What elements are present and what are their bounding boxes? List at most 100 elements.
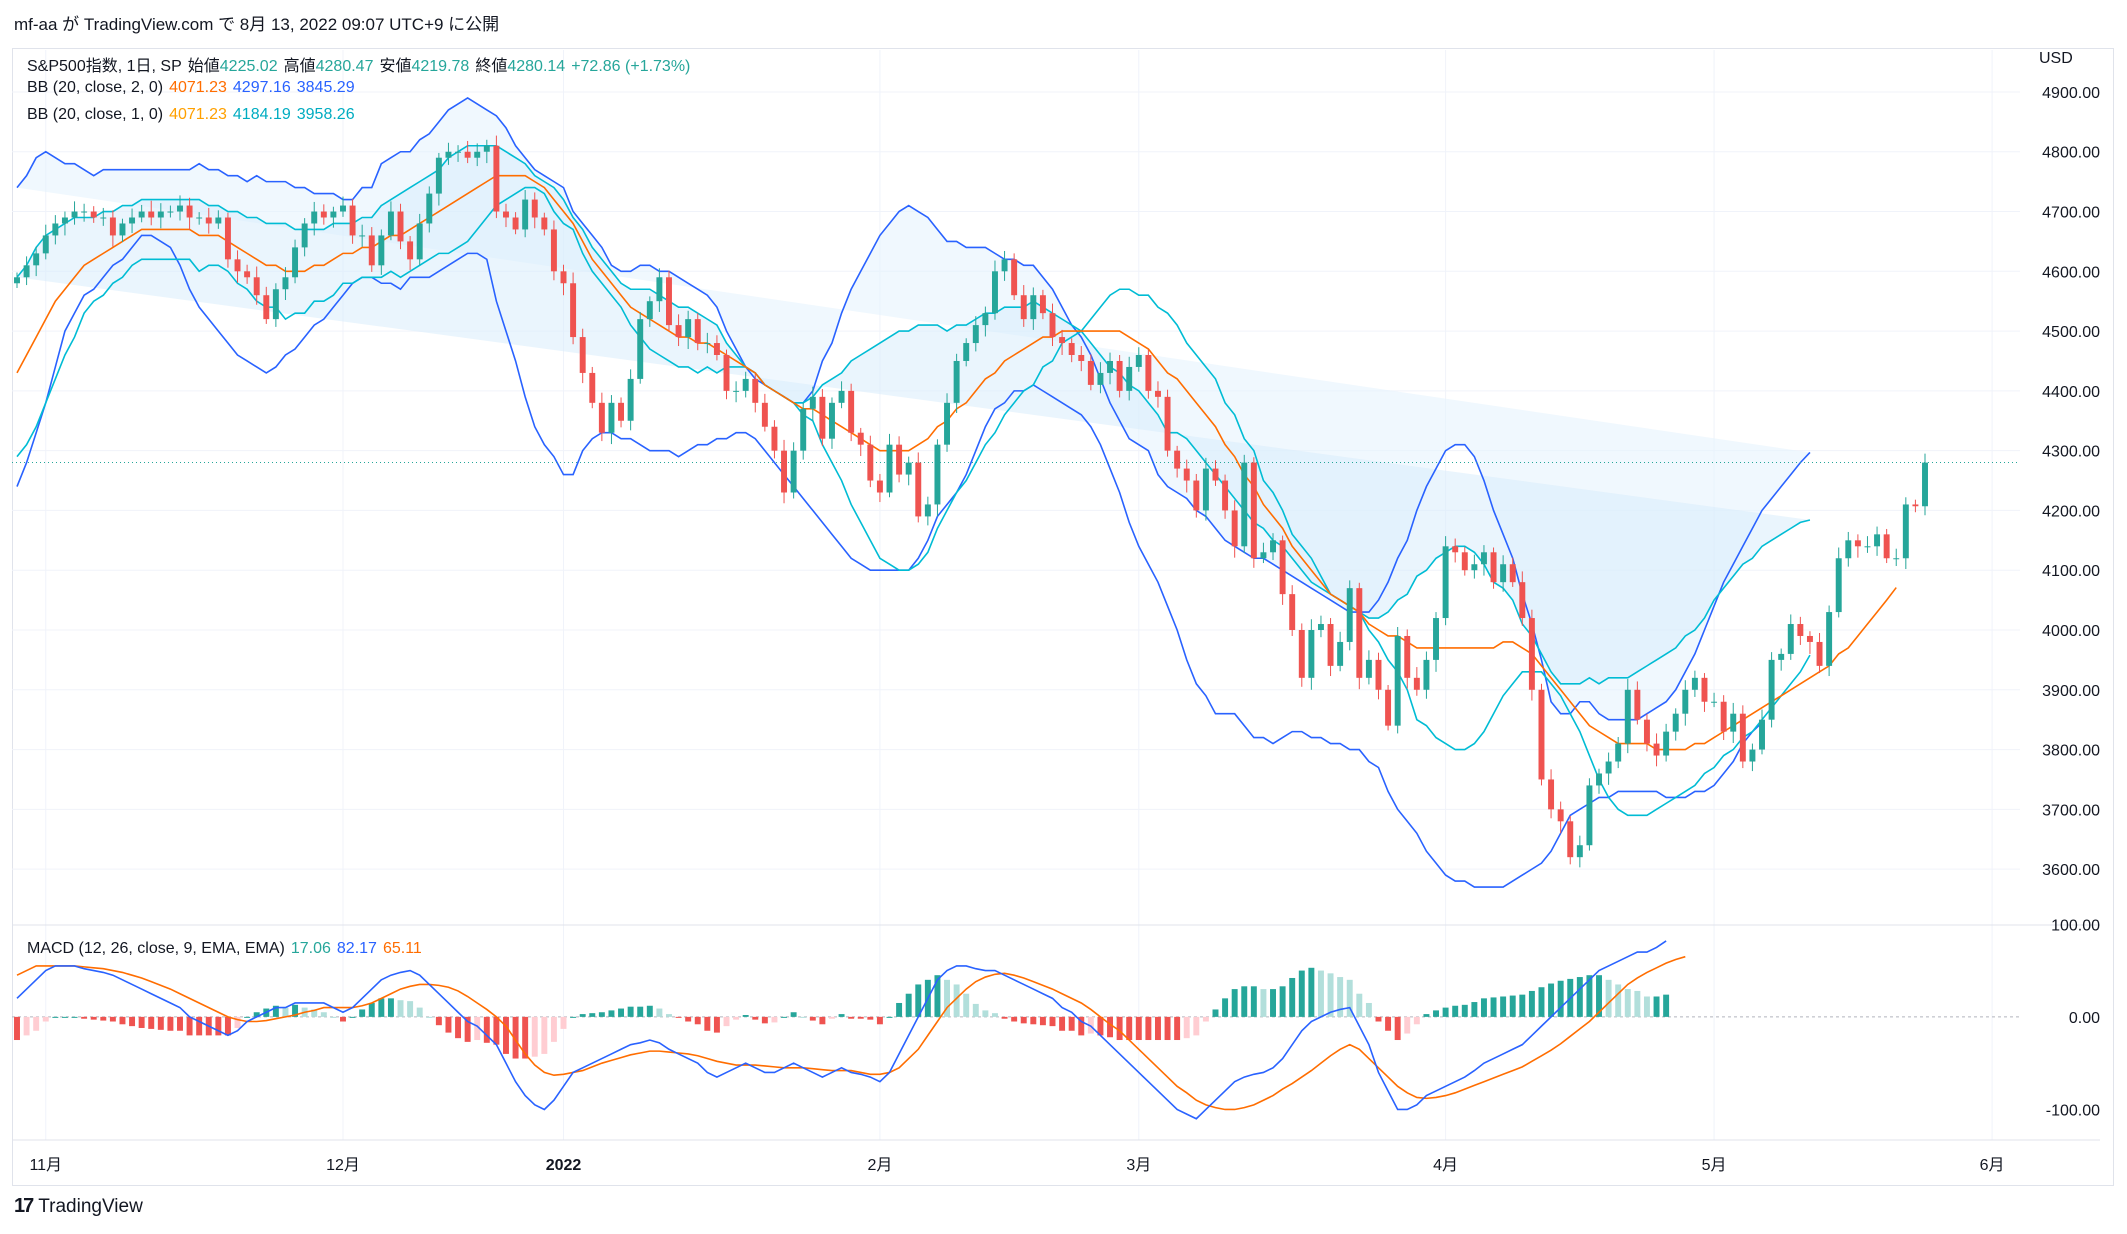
macd-histogram-bar	[848, 1016, 855, 1019]
candle-body	[157, 211, 164, 218]
candle-body	[761, 402, 768, 427]
candle	[224, 212, 231, 268]
macd-histogram-bar	[857, 1016, 864, 1019]
time-tick-label: 5月	[1702, 1157, 1727, 1174]
candle-body	[560, 271, 567, 284]
candle-body	[1759, 719, 1765, 750]
candle	[752, 374, 759, 413]
candle-body	[71, 211, 78, 218]
macd-histogram-bar	[800, 1016, 807, 1018]
candle	[1854, 534, 1861, 558]
candle	[857, 427, 864, 457]
candle-body	[1480, 552, 1487, 565]
bb2-basis-value: 4071.23	[169, 79, 227, 96]
candle-body	[387, 211, 394, 236]
currency-label: USD	[2039, 50, 2073, 67]
macd-histogram-bar	[1327, 973, 1334, 1017]
bb2-legend[interactable]: BB (20, close, 2, 0) 4071.23 4297.16 3845.2…	[27, 79, 361, 97]
candle	[819, 389, 826, 446]
candle	[426, 186, 433, 233]
macd-histogram-bar	[359, 1009, 366, 1017]
macd-histogram-bar	[666, 1014, 672, 1017]
candle	[186, 197, 193, 230]
time-tick-label: 11月	[29, 1157, 62, 1174]
candle	[1423, 651, 1430, 699]
macd-legend[interactable]: MACD (12, 26, close, 9, EMA, EMA) 17.06 82…	[27, 940, 428, 958]
candle-body	[61, 217, 68, 224]
candle	[1711, 692, 1718, 708]
macd-histogram-bar	[1423, 1014, 1430, 1017]
macd-histogram-bar	[1250, 986, 1257, 1017]
candle-body	[944, 402, 951, 445]
candle	[1049, 303, 1056, 347]
macd-histogram-bar	[416, 1007, 423, 1017]
candle-body	[1720, 701, 1727, 732]
macd-histogram-bar	[1500, 996, 1507, 1017]
macd-histogram-bar	[742, 1015, 749, 1017]
candle-body	[340, 205, 346, 212]
candle	[397, 203, 404, 250]
candle-body	[1049, 313, 1056, 338]
candle	[1883, 528, 1890, 564]
candle	[1001, 250, 1008, 281]
candle	[1030, 287, 1037, 330]
price-tick-label: 4100.00	[2042, 563, 2100, 580]
candle-body	[263, 295, 270, 320]
macd-histogram-bar	[1394, 1016, 1401, 1041]
candle	[14, 272, 20, 289]
tradingview-logo[interactable]: 17 TradingView	[14, 1195, 143, 1218]
candle	[1174, 445, 1181, 478]
candle	[1394, 627, 1401, 734]
candle-body	[455, 151, 462, 153]
candle-body	[541, 217, 548, 230]
candle	[934, 439, 941, 517]
macd-histogram-bar	[991, 1013, 998, 1017]
candle	[675, 314, 682, 347]
candle	[1528, 609, 1535, 701]
candle	[1337, 631, 1344, 672]
candle	[579, 328, 586, 384]
macd-histogram-bar	[1126, 1016, 1133, 1041]
candle	[464, 140, 471, 164]
macd-histogram-bar	[61, 1016, 68, 1018]
main-series-legend[interactable]: S&P500指数, 1日, SP 始値4225.02 高値4280.47 安値4219…	[27, 52, 696, 76]
candle	[387, 201, 394, 241]
macd-histogram-bar	[464, 1016, 471, 1042]
macd-histogram-bar	[1452, 1005, 1459, 1017]
macd-histogram-bar	[378, 998, 385, 1017]
candle	[1087, 354, 1094, 391]
candle-body	[196, 217, 203, 219]
candle-body	[1548, 779, 1555, 810]
candle	[550, 220, 557, 281]
macd-histogram-bar	[1289, 977, 1296, 1017]
macd-histogram-bar	[704, 1016, 711, 1031]
candle-body	[848, 390, 855, 433]
candle	[685, 310, 692, 350]
macd-histogram-bar	[1442, 1007, 1449, 1017]
candle-body	[1183, 468, 1190, 481]
candle-body	[14, 277, 20, 284]
bb1-legend[interactable]: BB (20, close, 1, 0) 4071.23 4184.19 3958.2…	[27, 106, 361, 124]
macd-histogram-bar	[1653, 996, 1660, 1017]
candle	[733, 381, 740, 403]
macd-histogram-bar	[81, 1016, 88, 1019]
candle	[666, 270, 672, 332]
macd-histogram-bar	[1078, 1016, 1085, 1036]
candle-body	[224, 217, 231, 260]
candle	[1461, 546, 1468, 576]
macd-histogram-bar	[1538, 987, 1545, 1017]
price-tick-label: 4800.00	[2042, 145, 2100, 162]
candle-body	[1327, 624, 1334, 666]
candle-body	[1596, 773, 1602, 786]
macd-histogram-bar	[1298, 970, 1305, 1017]
candle	[1260, 542, 1267, 564]
candle-body	[809, 396, 816, 409]
macd-histogram-bar	[1548, 983, 1555, 1017]
candle	[1500, 555, 1507, 592]
candle	[1433, 612, 1439, 672]
candle-body	[1816, 641, 1823, 666]
candle-body	[1097, 372, 1104, 385]
candle	[407, 236, 414, 271]
candle-body	[1797, 624, 1804, 636]
